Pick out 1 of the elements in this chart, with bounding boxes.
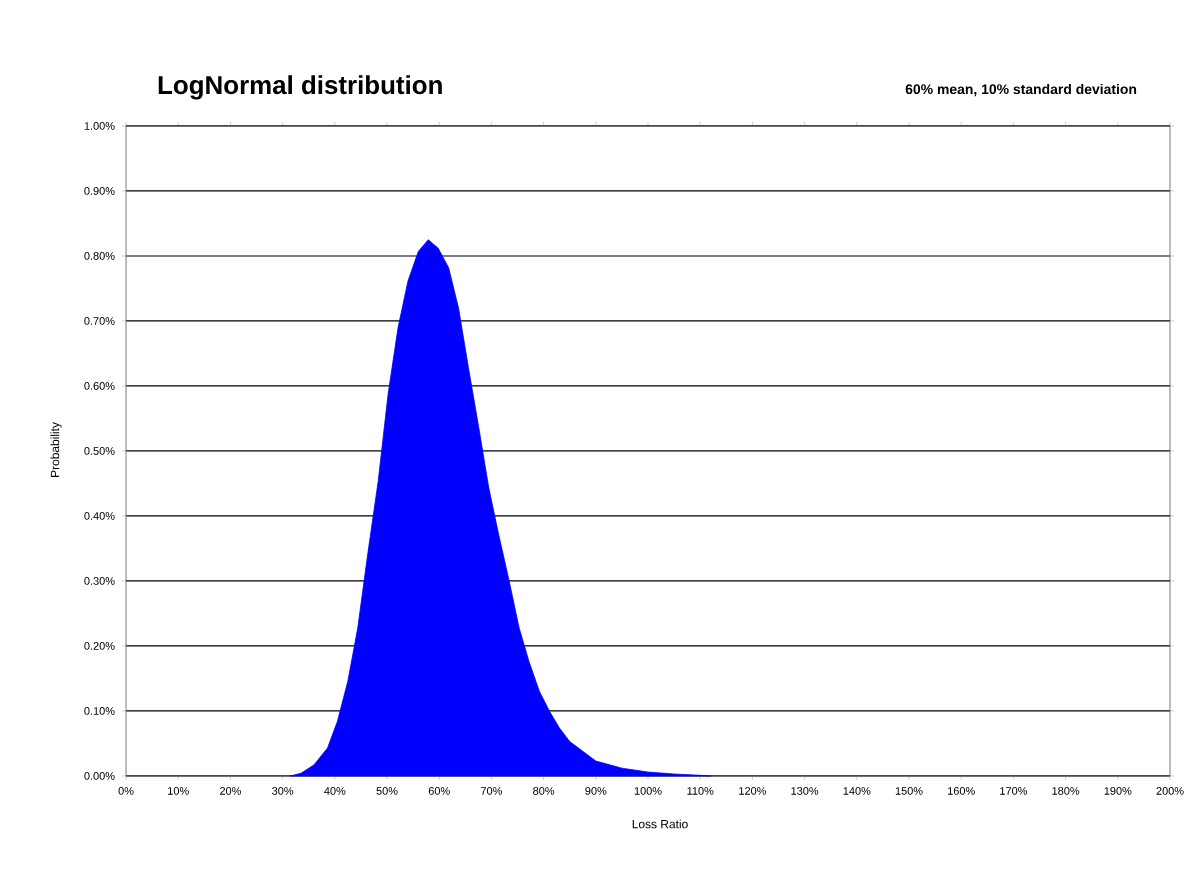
chart-title: LogNormal distribution [158, 75, 442, 100]
